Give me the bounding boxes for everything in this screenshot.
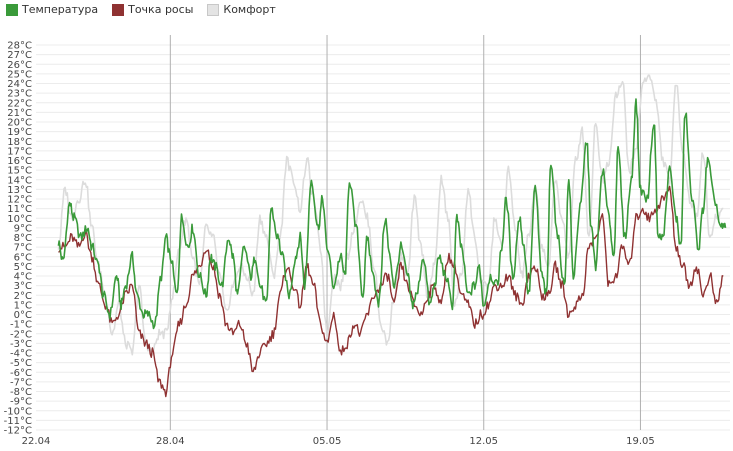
x-tick-label: 19.05 [626, 436, 655, 447]
legend-swatch-comfort [207, 3, 220, 16]
x-axis-tick-labels: 22.04 28.04 05.05 12.05 19.05 [22, 436, 655, 447]
legend-label-comfort: Комфорт [223, 3, 276, 16]
y-tick-label: -11°C [4, 416, 32, 427]
y-tick-label: 16°C [7, 156, 32, 167]
y-tick-label: 11°C [7, 204, 32, 215]
y-tick-label: 18°C [7, 137, 32, 148]
series-line-temperature [57, 98, 727, 330]
legend-swatch-dewpoint [112, 3, 125, 16]
y-tick-label: 2°C [14, 291, 32, 302]
y-tick-label: -3°C [10, 339, 32, 350]
y-tick-label: 12°C [7, 195, 32, 206]
y-tick-label: 10°C [7, 214, 32, 225]
y-tick-label: 5°C [14, 262, 32, 273]
legend: Температура Точка росы Комфорт [6, 3, 276, 16]
y-tick-label: 15°C [7, 166, 32, 177]
y-tick-label: 20°C [7, 118, 32, 129]
y-tick-label: 23°C [7, 89, 32, 100]
y-tick-label: 0°C [14, 310, 32, 321]
x-tick-label: 05.05 [313, 436, 342, 447]
y-tick-label: 13°C [7, 185, 32, 196]
y-tick-label: 22°C [7, 98, 32, 109]
y-tick-label: 9°C [14, 223, 32, 234]
y-tick-label: 6°C [14, 252, 32, 263]
y-tick-label: 27°C [7, 50, 32, 61]
y-tick-label: 28°C [7, 41, 32, 52]
legend-label-dewpoint: Точка росы [128, 3, 194, 16]
y-tick-label: 3°C [14, 281, 32, 292]
legend-item-comfort[interactable]: Комфорт [207, 3, 276, 16]
y-tick-label: 7°C [14, 243, 32, 254]
y-tick-label: -12°C [4, 426, 32, 437]
x-tick-label: 22.04 [22, 436, 51, 447]
horizontal-gridlines [36, 44, 730, 431]
y-tick-label: -6°C [10, 368, 32, 379]
y-tick-label: 4°C [14, 272, 32, 283]
y-tick-label: 1°C [14, 300, 32, 311]
vertical-gridlines [169, 35, 641, 430]
y-tick-label: -1°C [10, 320, 32, 331]
y-tick-label: 26°C [7, 60, 32, 71]
series-layer [57, 74, 727, 398]
y-tick-label: -5°C [10, 358, 32, 369]
y-axis-tick-labels: 28°C27°C26°C25°C24°C23°C22°C21°C20°C19°C… [4, 41, 32, 437]
y-tick-label: -9°C [10, 397, 32, 408]
legend-item-temperature[interactable]: Температура [6, 3, 98, 16]
y-tick-label: 25°C [7, 69, 32, 80]
y-tick-label: -10°C [4, 406, 32, 417]
y-tick-label: -7°C [10, 377, 32, 388]
y-tick-label: -2°C [10, 329, 32, 340]
x-tick-label: 12.05 [469, 436, 498, 447]
y-tick-label: 21°C [7, 108, 32, 119]
series-line-comfort [57, 74, 724, 356]
y-tick-label: 8°C [14, 233, 32, 244]
legend-label-temperature: Температура [22, 3, 99, 16]
y-tick-label: 19°C [7, 127, 32, 138]
x-tick-label: 28.04 [156, 436, 185, 447]
series-line-dewpoint [58, 185, 724, 398]
y-tick-label: 14°C [7, 175, 32, 186]
y-tick-label: -4°C [10, 349, 32, 360]
legend-swatch-temperature [6, 3, 18, 16]
y-tick-label: 17°C [7, 146, 32, 157]
y-tick-label: -8°C [10, 387, 32, 398]
legend-item-dewpoint[interactable]: Точка росы [112, 3, 193, 16]
y-tick-label: 24°C [7, 79, 32, 90]
